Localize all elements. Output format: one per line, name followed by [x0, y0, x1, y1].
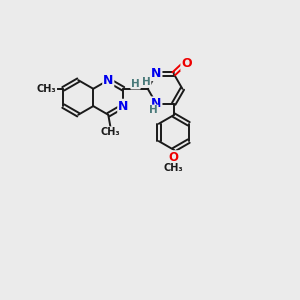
Text: O: O [181, 57, 192, 70]
Text: CH₃: CH₃ [164, 163, 184, 173]
Text: H: H [131, 79, 140, 89]
Text: N: N [151, 97, 162, 110]
Text: N: N [103, 74, 113, 87]
Text: H: H [149, 105, 158, 116]
Text: CH₃: CH₃ [101, 127, 121, 137]
Text: N: N [118, 100, 128, 112]
Text: N: N [151, 67, 162, 80]
Text: O: O [169, 151, 179, 164]
Text: H: H [142, 77, 151, 87]
Text: CH₃: CH₃ [37, 84, 56, 94]
